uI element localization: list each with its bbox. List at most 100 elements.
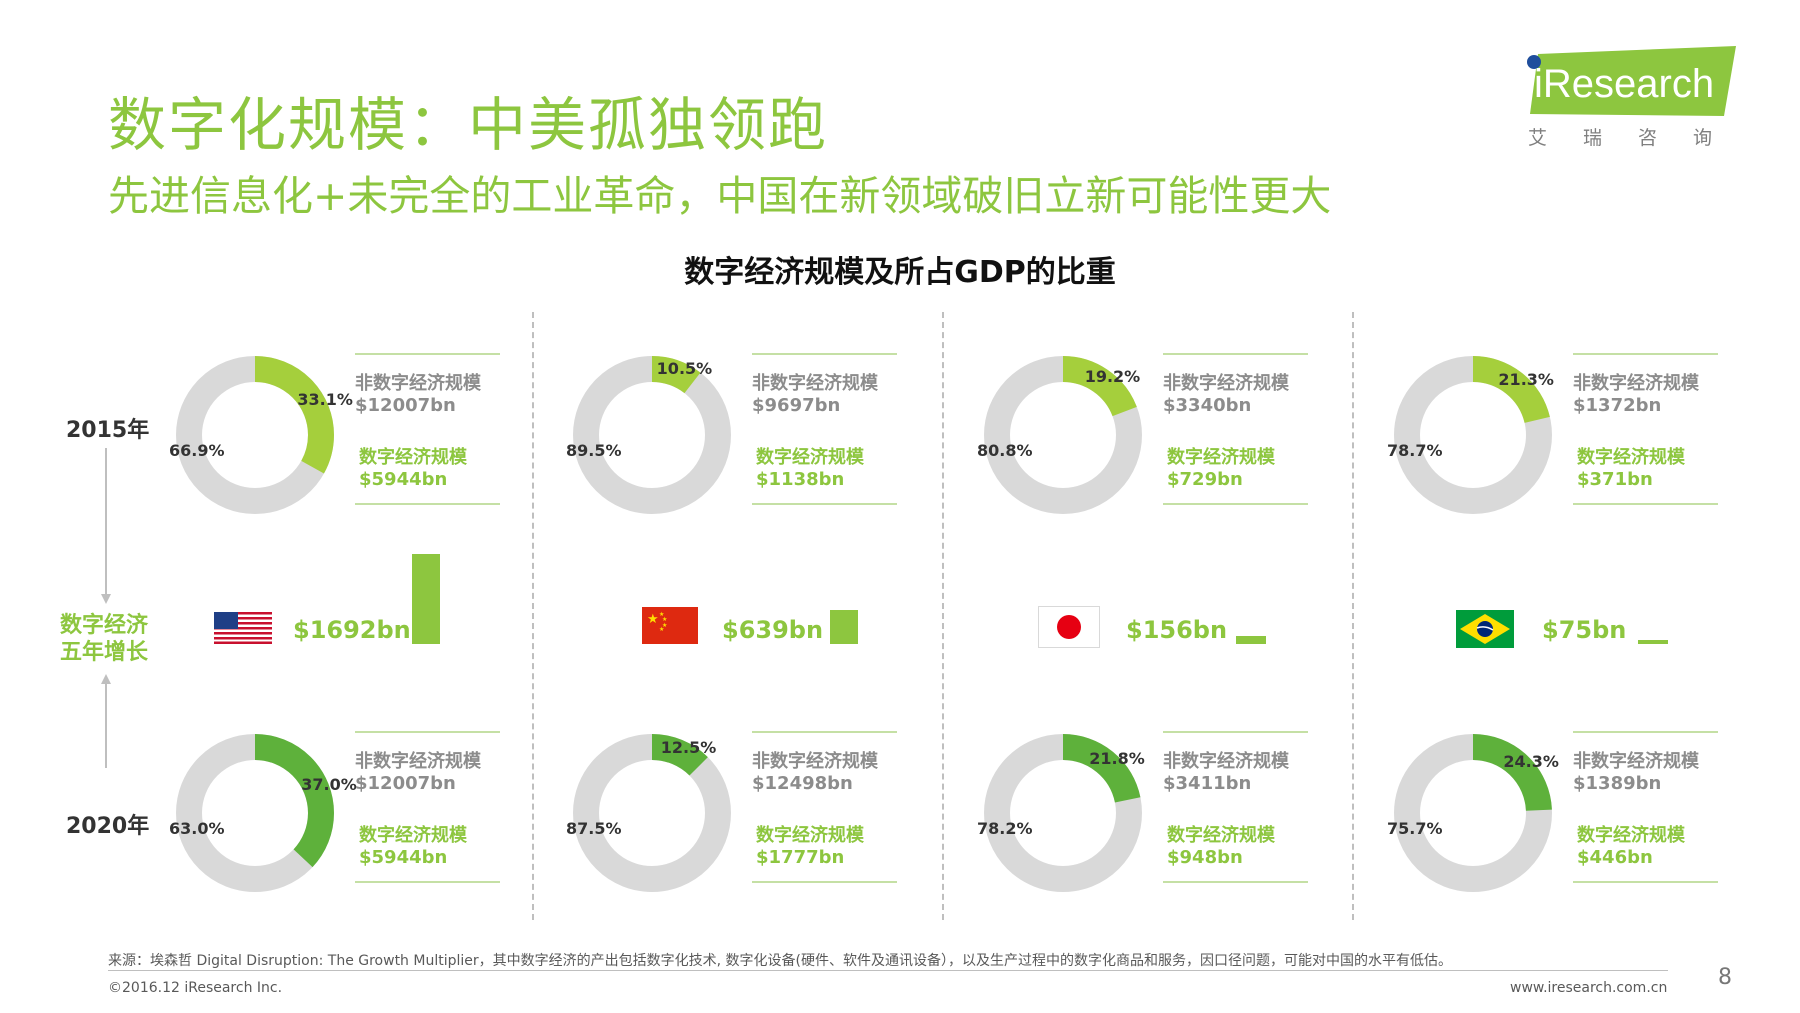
non-digital-percent-label: 78.2% <box>977 819 1033 838</box>
legend-divider <box>355 503 500 505</box>
digital-percent-label: 24.3% <box>1503 752 1559 772</box>
donut-y2020-us <box>176 734 334 892</box>
digital-label: 数字经济规模 <box>756 447 864 468</box>
digital-value: $371bn <box>1577 469 1653 490</box>
legend-divider <box>1163 503 1308 505</box>
digital-label: 数字经济规模 <box>359 825 467 846</box>
legend-divider <box>355 731 500 733</box>
svg-text:★: ★ <box>662 622 667 629</box>
row-arrows <box>101 448 111 768</box>
digital-value: $446bn <box>1577 847 1653 868</box>
donut-slice-digital <box>984 734 1142 892</box>
page-title: 数字化规模：中美孤独领跑 <box>108 91 829 159</box>
non-digital-label: 非数字经济规模 <box>1163 373 1289 394</box>
donut-slice-digital <box>176 356 334 514</box>
donut-y2020-cn <box>573 734 731 892</box>
growth-row-label: 数字经济五年增长 <box>59 613 148 665</box>
copyright: ©2016.12 iResearch Inc. <box>108 980 283 996</box>
logo-subtext: 艾瑞咨询 <box>1528 127 1749 149</box>
non-digital-label: 非数字经济规模 <box>355 751 481 772</box>
donut-y2015-br <box>1394 356 1552 514</box>
non-digital-value: $3411bn <box>1163 773 1252 794</box>
legend-divider <box>752 881 897 883</box>
non-digital-percent-label: 66.9% <box>169 441 225 460</box>
digital-value: $1777bn <box>756 847 845 868</box>
legend-divider <box>752 731 897 733</box>
non-digital-value: $12007bn <box>355 773 456 794</box>
digital-value: $5944bn <box>359 469 448 490</box>
non-digital-percent-label: 80.8% <box>977 441 1033 460</box>
page-subtitle: 先进信息化+未完全的工业革命，中国在新领域破旧立新可能性更大 <box>108 172 1332 220</box>
growth-bar <box>1638 640 1668 644</box>
logo-text: iResearch <box>1534 62 1715 106</box>
svg-text:★: ★ <box>662 616 667 623</box>
growth-value: $75bn <box>1542 616 1627 644</box>
non-digital-value: $9697bn <box>752 395 841 416</box>
growth-value: $1692bn <box>293 616 411 644</box>
column-divider <box>1352 312 1354 920</box>
digital-value: $729bn <box>1167 469 1243 490</box>
donut-slice-digital <box>573 356 731 514</box>
digital-percent-label: 37.0% <box>301 775 357 795</box>
digital-percent-label: 12.5% <box>660 738 717 758</box>
svg-text:★: ★ <box>659 611 664 618</box>
legend-divider <box>355 881 500 883</box>
chart-title: 数字经济规模及所占GDP的比重 <box>684 255 1116 290</box>
footer-url: www.iresearch.com.cn <box>1510 980 1668 996</box>
br-flag-icon <box>1456 610 1514 648</box>
digital-label: 数字经济规模 <box>756 825 864 846</box>
donut-y2015-jp <box>984 356 1142 514</box>
growth-bar <box>1236 636 1266 644</box>
digital-label: 数字经济规模 <box>1167 447 1275 468</box>
growth-bar <box>412 554 440 644</box>
page-number: 8 <box>1718 965 1732 990</box>
donut-slice-digital <box>984 356 1142 514</box>
digital-percent-label: 21.3% <box>1498 370 1554 390</box>
non-digital-percent-label: 75.7% <box>1387 819 1443 838</box>
growth-bar <box>830 610 858 644</box>
non-digital-percent-label: 87.5% <box>566 819 622 838</box>
digital-label: 数字经济规模 <box>1577 825 1685 846</box>
legend-divider <box>1163 881 1308 883</box>
legend-divider <box>752 503 897 505</box>
year-label-2015: 2015年 <box>66 418 150 443</box>
svg-text:★: ★ <box>659 626 664 633</box>
us-flag-icon <box>214 612 272 644</box>
donut-slice-digital <box>1394 734 1552 892</box>
non-digital-value: $12498bn <box>752 773 853 794</box>
non-digital-label: 非数字经济规模 <box>752 751 878 772</box>
donut-slice-digital <box>1394 356 1552 514</box>
digital-label: 数字经济规模 <box>1577 447 1685 468</box>
legend-divider <box>1163 731 1308 733</box>
digital-label: 数字经济规模 <box>359 447 467 468</box>
jp-flag-icon <box>1038 606 1100 648</box>
non-digital-label: 非数字经济规模 <box>1163 751 1289 772</box>
non-digital-percent-label: 78.7% <box>1387 441 1443 460</box>
digital-label: 数字经济规模 <box>1167 825 1275 846</box>
growth-value: $156bn <box>1126 616 1228 644</box>
non-digital-label: 非数字经济规模 <box>1573 373 1699 394</box>
column-divider <box>532 312 534 920</box>
digital-percent-label: 21.8% <box>1089 748 1145 768</box>
source-note: 来源：埃森哲 Digital Disruption: The Growth Mu… <box>108 953 1452 969</box>
donut-slice-digital <box>573 734 731 892</box>
donut-y2015-us <box>176 356 334 514</box>
non-digital-label: 非数字经济规模 <box>752 373 878 394</box>
non-digital-value: $1389bn <box>1573 773 1662 794</box>
column-divider <box>942 312 944 920</box>
legend-divider <box>1573 881 1718 883</box>
legend-divider <box>1573 353 1718 355</box>
donut-slice-non-digital <box>573 356 731 514</box>
growth-value: $639bn <box>722 616 824 644</box>
donut-y2015-cn <box>573 356 731 514</box>
non-digital-value: $3340bn <box>1163 395 1252 416</box>
digital-percent-label: 19.2% <box>1084 367 1141 387</box>
digital-value: $1138bn <box>756 469 845 490</box>
digital-percent-label: 33.1% <box>297 389 353 409</box>
legend-divider <box>752 353 897 355</box>
legend-divider <box>1573 731 1718 733</box>
footer-divider <box>108 970 1668 971</box>
non-digital-value: $1372bn <box>1573 395 1662 416</box>
svg-text:★: ★ <box>647 612 659 627</box>
legend-divider <box>1573 503 1718 505</box>
